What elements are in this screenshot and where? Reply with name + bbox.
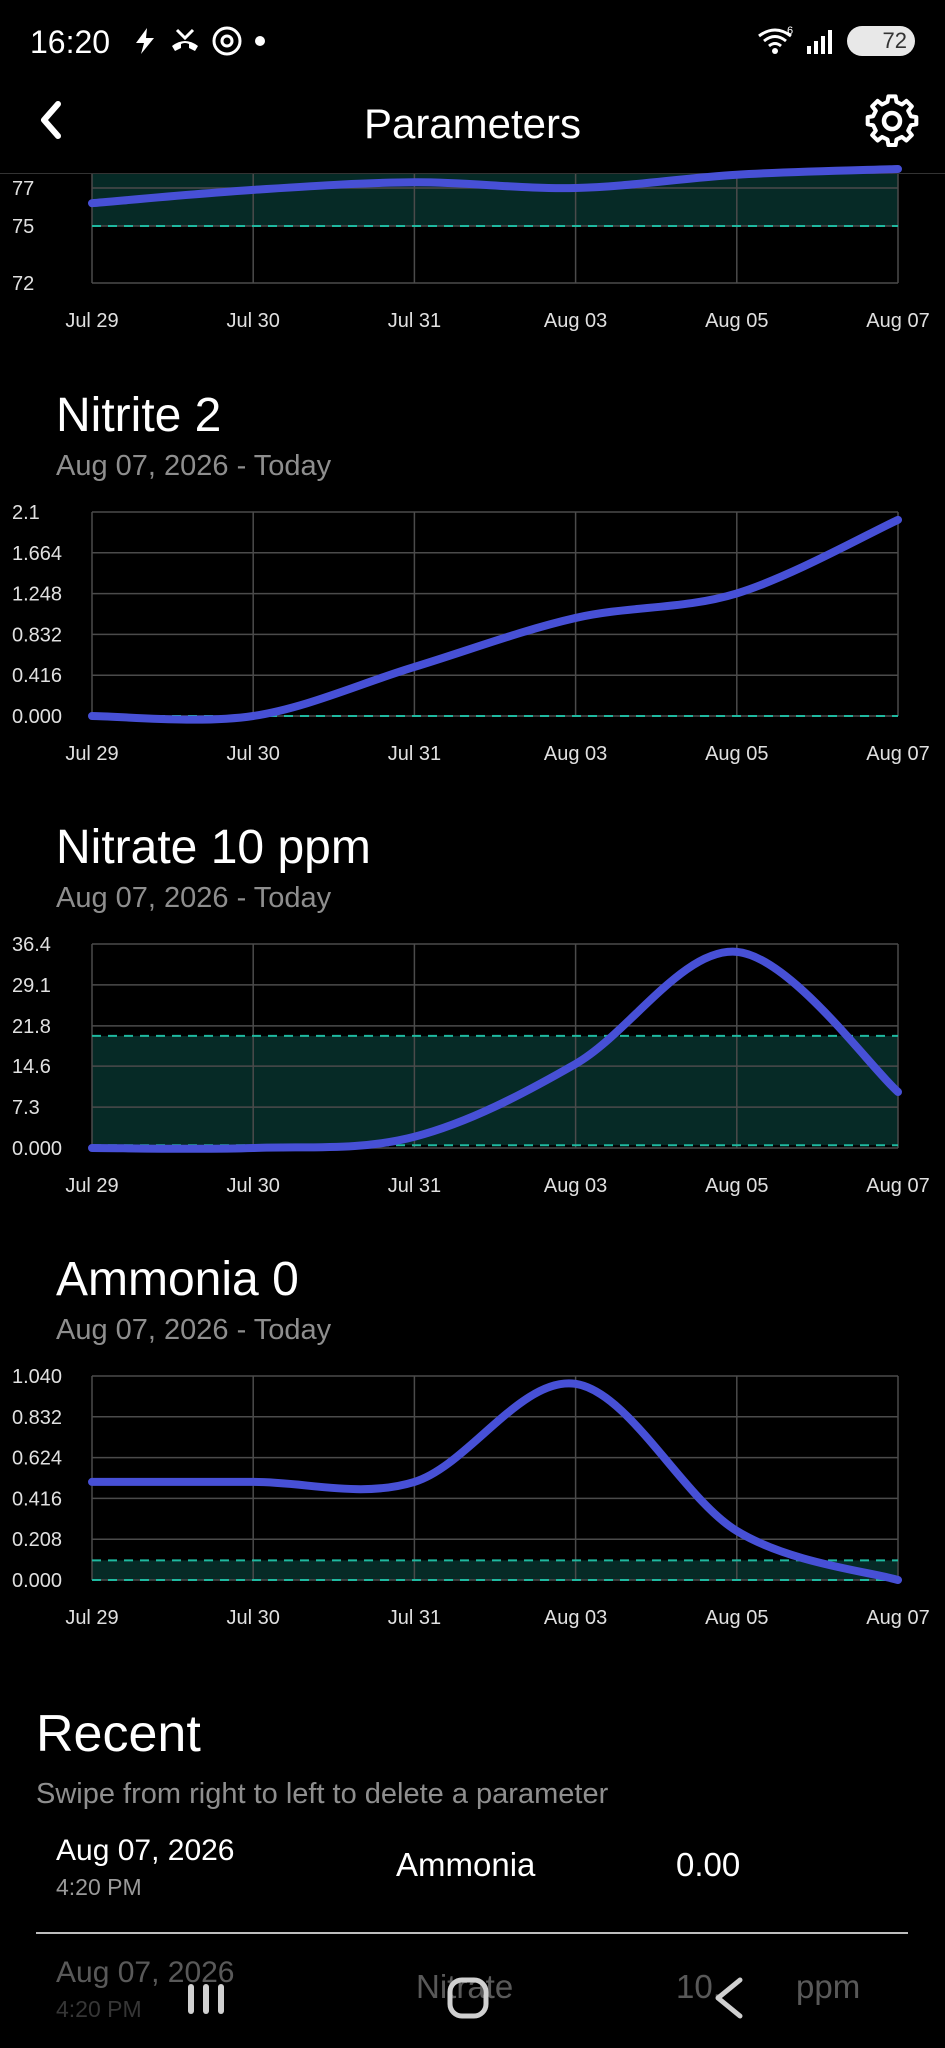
y-tick-label: 72 [12, 273, 34, 295]
x-tick-label: Aug 07 [866, 1175, 929, 1197]
line-chart-0: 77 75 72 Jul 29 Jul 30 Jul 31 Aug 03 Aug 05 Aug … [12, 165, 930, 332]
page-title: Parameters [363, 100, 582, 147]
list-item[interactable]: Aug 07, 2026 4:20 PM Ammonia 0.00 [36, 1818, 908, 1918]
y-tick-label: 0.000 [12, 1138, 62, 1160]
y-tick-label: 2.1 [12, 502, 40, 524]
notification-icons [130, 24, 268, 58]
home-icon[interactable] [438, 1970, 498, 2026]
wifi-label: 6 [787, 26, 793, 37]
y-tick-label: 1.664 [12, 543, 62, 565]
chart-title-ammonia: Ammonia 0 [56, 1253, 299, 1306]
x-tick-label: Aug 03 [544, 310, 607, 332]
back-chevron-icon[interactable] [26, 94, 78, 146]
y-tick-label: 0.832 [12, 624, 62, 646]
app-bar: Parameters [0, 80, 945, 174]
chart-title-nitrite: Nitrite 2 [56, 389, 222, 442]
back-triangle-icon[interactable] [700, 1970, 760, 2026]
dot-icon [255, 36, 265, 46]
entry-unit: ppm [796, 1968, 861, 2005]
y-tick-label: 29.1 [12, 975, 51, 997]
list-item[interactable]: Aug 07, 2026 4:20 PM Nitrate 10. ppm [36, 1940, 908, 2040]
chart-title-nitrate: Nitrate 10 ppm [56, 821, 371, 874]
x-tick-label: Jul 29 [65, 1607, 118, 1629]
y-tick-label: 1.248 [12, 584, 62, 606]
y-tick-label: 21.8 [12, 1016, 51, 1038]
y-tick-label: 77 [12, 178, 34, 200]
y-tick-label: 0.624 [12, 1448, 62, 1470]
wifi-icon: 6 [758, 26, 793, 54]
x-tick-label: Aug 05 [705, 1175, 768, 1197]
x-tick-label: Aug 07 [866, 1607, 929, 1629]
system-nav-bar [0, 1950, 945, 2048]
x-tick-label: Jul 31 [388, 1607, 441, 1629]
target-range-band [92, 1560, 898, 1580]
series-line [88, 1379, 902, 1584]
x-tick-label: Aug 07 [866, 310, 929, 332]
x-tick-label: Jul 29 [65, 1175, 118, 1197]
recents-icon[interactable] [176, 1970, 236, 2026]
x-tick-label: Jul 30 [227, 743, 280, 765]
y-tick-label: 1.040 [12, 1366, 62, 1388]
entry-time: 4:20 PM [56, 1996, 142, 2022]
series-line [88, 165, 902, 208]
list-divider [36, 1932, 908, 1934]
missed-call-icon [172, 28, 198, 51]
chart-subtitle-nitrate: Aug 07, 2026 - Today [56, 882, 332, 914]
x-tick-label: Jul 29 [65, 310, 118, 332]
status-time: 16:20 [30, 24, 111, 60]
y-tick-label: 0.416 [12, 665, 62, 687]
x-tick-label: Aug 03 [544, 1175, 607, 1197]
series-line [88, 515, 902, 724]
x-tick-label: Jul 31 [388, 310, 441, 332]
entry-value: 10. [676, 1968, 722, 2005]
y-tick-label: 14.6 [12, 1056, 51, 1078]
entry-parameter: Ammonia [396, 1846, 536, 1883]
x-tick-label: Aug 07 [866, 743, 929, 765]
x-tick-label: Jul 31 [388, 1175, 441, 1197]
threads-icon [212, 26, 242, 56]
system-icons: 6 72 [755, 26, 915, 56]
battery-indicator: 72 [847, 26, 915, 56]
x-tick-label: Jul 30 [227, 1175, 280, 1197]
y-tick-label: 0.416 [12, 1488, 62, 1510]
x-tick-label: Jul 31 [388, 743, 441, 765]
chart-subtitle-nitrite: Aug 07, 2026 - Today [56, 450, 332, 482]
entry-time: 4:20 PM [56, 1874, 142, 1900]
target-range-band [92, 1035, 898, 1146]
y-tick-label: 0.832 [12, 1407, 62, 1429]
y-tick-label: 36.4 [12, 934, 51, 956]
recent-title: Recent [36, 1705, 201, 1763]
battery-level: 72 [882, 28, 907, 53]
series-line [88, 947, 902, 1153]
entry-date: Aug 07, 2026 [56, 1834, 235, 1867]
chart-subtitle-ammonia: Aug 07, 2026 - Today [56, 1314, 332, 1346]
status-bar: 16:20 6 72 [0, 0, 945, 80]
signal-icon [807, 30, 832, 54]
x-tick-label: Jul 29 [65, 743, 118, 765]
x-tick-label: Aug 03 [544, 743, 607, 765]
gear-icon[interactable] [863, 92, 921, 150]
entry-value: 0.00 [676, 1846, 741, 1883]
x-tick-label: Jul 30 [227, 310, 280, 332]
x-tick-label: Aug 05 [705, 743, 768, 765]
y-tick-label: 7.3 [12, 1097, 40, 1119]
y-tick-label: 0.208 [12, 1529, 62, 1551]
x-tick-label: Jul 30 [227, 1607, 280, 1629]
entry-parameter: Nitrate [416, 1968, 514, 2005]
entry-date: Aug 07, 2026 [56, 1956, 235, 1989]
recent-subtitle: Swipe from right to left to delete a par… [36, 1778, 609, 1810]
y-tick-label: 0.000 [12, 1570, 62, 1592]
y-tick-label: 0.000 [12, 706, 62, 728]
x-tick-label: Aug 03 [544, 1607, 607, 1629]
x-tick-label: Aug 05 [705, 1607, 768, 1629]
y-tick-label: 75 [12, 216, 34, 238]
bolt-icon [136, 28, 154, 54]
x-tick-label: Aug 05 [705, 310, 768, 332]
